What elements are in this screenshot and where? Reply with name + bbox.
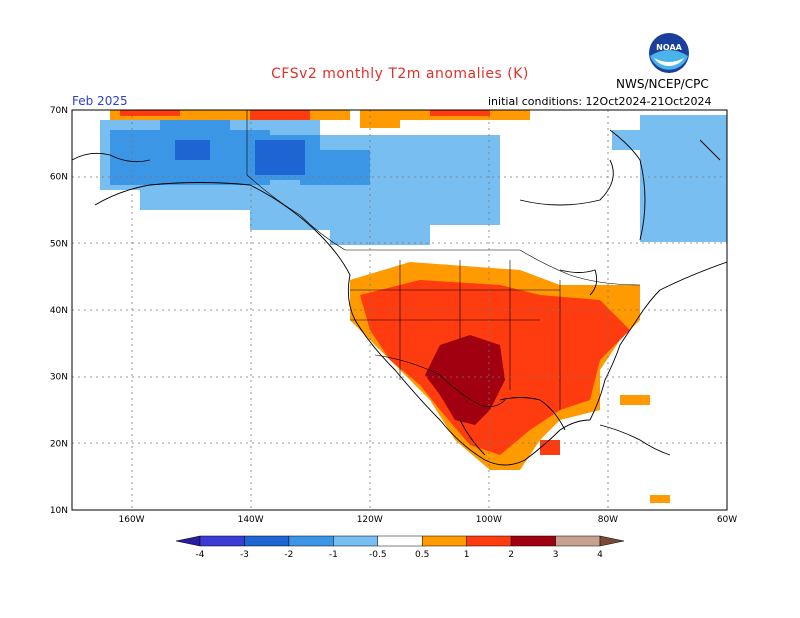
lon-label: 140W: [238, 515, 264, 525]
colorbar-swatch: [555, 535, 601, 547]
colorbar-label: -3: [240, 550, 249, 560]
lat-label: 10N: [50, 506, 68, 516]
lon-label: 60W: [717, 515, 737, 525]
coastlines: [72, 129, 727, 466]
longitude-labels: 160W 140W 120W 100W 80W 60W: [119, 515, 738, 525]
noaa-logo-icon: NOAA: [649, 33, 689, 73]
colorbar-min-arrow: [175, 535, 201, 547]
colorbar-legend: -4 -3 -2 -1 -0.5 0.5 1 2 3 4: [175, 535, 625, 560]
colorbar-swatch: [421, 535, 467, 547]
colorbar-label: -4: [196, 550, 205, 560]
colorbar-swatch: [288, 535, 334, 547]
lon-label: 120W: [357, 515, 383, 525]
lon-label: 100W: [476, 515, 502, 525]
colorbar-label: 2: [508, 550, 514, 560]
organization-label: NWS/NCEP/CPC: [616, 77, 709, 91]
colorbar-swatch: [199, 535, 245, 547]
map-frame-content: [72, 110, 727, 510]
colorbar-label: 0.5: [415, 550, 429, 560]
map-border: [71, 109, 728, 511]
graticule: [72, 110, 727, 510]
colorbar-swatch: [244, 535, 290, 547]
lat-label: 20N: [50, 439, 68, 449]
lon-label: 160W: [119, 515, 145, 525]
warm-anomaly-region-south: [350, 262, 670, 503]
map-title: CFSv2 monthly T2m anomalies (K): [271, 66, 529, 82]
colorbar-label: -2: [284, 550, 293, 560]
logo-text: NOAA: [656, 43, 682, 52]
lat-label: 60N: [50, 173, 68, 183]
forecast-month-label: Feb 2025: [72, 94, 128, 108]
colorbar-swatch: [510, 535, 556, 547]
colorbar-swatch: [333, 535, 379, 547]
colorbar-label: 1: [464, 550, 470, 560]
colorbar-label: 3: [553, 550, 559, 560]
colorbar-max-arrow: [599, 535, 625, 547]
colorbar-swatch: [466, 535, 512, 547]
initial-conditions-label: initial conditions: 12Oct2024-21Oct2024: [488, 95, 712, 108]
lat-label: 50N: [50, 239, 68, 249]
colorbar-label: 4: [597, 550, 603, 560]
lat-label: 30N: [50, 373, 68, 383]
colorbar-swatch: [377, 535, 423, 547]
lon-label: 80W: [598, 515, 618, 525]
colorbar-label: -1: [329, 550, 338, 560]
lat-label: 40N: [50, 306, 68, 316]
colorbar-label: -0.5: [369, 550, 387, 560]
cold-anomaly-region-northeast: [612, 115, 727, 242]
cold-anomaly-region-northwest: [100, 120, 500, 245]
latitude-labels: 70N 60N 50N 40N 30N 20N 10N: [50, 106, 68, 516]
lat-label: 70N: [50, 106, 68, 116]
political-boundaries: [246, 110, 641, 410]
